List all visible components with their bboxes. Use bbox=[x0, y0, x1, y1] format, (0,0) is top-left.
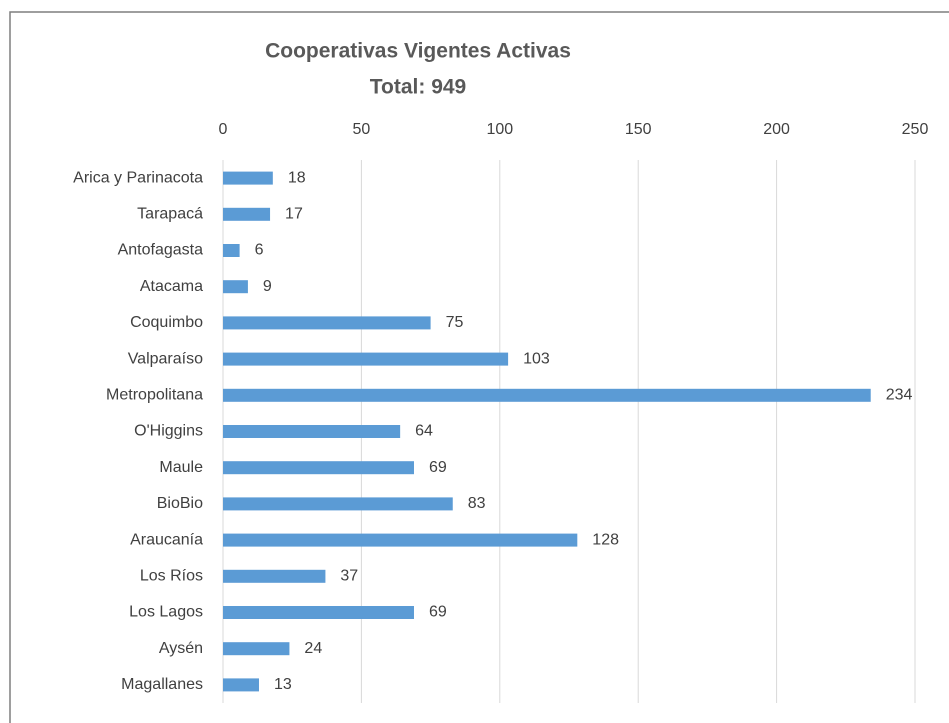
data-label: 6 bbox=[255, 242, 264, 259]
data-label: 103 bbox=[523, 350, 550, 367]
data-label: 18 bbox=[288, 169, 306, 186]
data-label: 9 bbox=[263, 278, 272, 295]
bar bbox=[223, 207, 271, 221]
bar bbox=[223, 388, 871, 402]
data-label: 64 bbox=[415, 423, 433, 440]
y-tick-label: Magallanes bbox=[121, 676, 203, 693]
y-tick-label: Los Lagos bbox=[129, 604, 203, 621]
bar bbox=[223, 497, 453, 511]
chart-frame bbox=[9, 11, 949, 723]
bar bbox=[223, 316, 431, 330]
y-tick-label: Metropolitana bbox=[106, 387, 203, 404]
bar bbox=[223, 533, 578, 547]
data-label: 17 bbox=[285, 206, 303, 223]
x-tick-label: 150 bbox=[625, 121, 652, 138]
bar bbox=[223, 280, 248, 294]
y-tick-label: Maule bbox=[159, 459, 203, 476]
data-label: 128 bbox=[592, 531, 619, 548]
x-tick-label: 200 bbox=[763, 121, 790, 138]
y-tick-label: Atacama bbox=[140, 278, 203, 295]
bar bbox=[223, 425, 401, 438]
y-tick-label: Valparaíso bbox=[128, 350, 203, 367]
x-tick-label: 0 bbox=[219, 121, 228, 138]
bar bbox=[223, 606, 414, 619]
bar bbox=[223, 642, 290, 656]
bar bbox=[223, 171, 273, 185]
data-label: 13 bbox=[274, 676, 292, 693]
y-tick-label: Antofagasta bbox=[118, 242, 204, 259]
data-label: 83 bbox=[468, 495, 486, 512]
bar bbox=[223, 461, 414, 475]
chart-title: Cooperativas Vigentes Activas bbox=[265, 40, 571, 63]
bar bbox=[223, 678, 259, 692]
data-label: 37 bbox=[340, 568, 358, 585]
y-tick-label: Arica y Parinacota bbox=[73, 169, 203, 186]
y-tick-label: Aysén bbox=[159, 640, 203, 657]
y-tick-label: Araucanía bbox=[130, 531, 203, 548]
data-label: 69 bbox=[429, 604, 447, 621]
y-tick-label: BioBio bbox=[157, 495, 203, 512]
bar bbox=[223, 352, 509, 366]
chart-subtitle: Total: 949 bbox=[370, 76, 466, 99]
y-tick-label: Los Ríos bbox=[140, 568, 203, 585]
y-tick-label: O'Higgins bbox=[134, 423, 203, 440]
x-tick-label: 250 bbox=[902, 121, 929, 138]
x-tick-label: 50 bbox=[353, 121, 371, 138]
bar bbox=[223, 244, 240, 257]
data-label: 234 bbox=[886, 387, 913, 404]
data-label: 75 bbox=[446, 314, 464, 331]
y-tick-label: Coquimbo bbox=[130, 314, 203, 331]
bar bbox=[223, 569, 326, 583]
x-tick-label: 100 bbox=[486, 121, 513, 138]
data-label: 69 bbox=[429, 459, 447, 476]
y-tick-label: Tarapacá bbox=[137, 206, 203, 223]
data-label: 24 bbox=[304, 640, 322, 657]
